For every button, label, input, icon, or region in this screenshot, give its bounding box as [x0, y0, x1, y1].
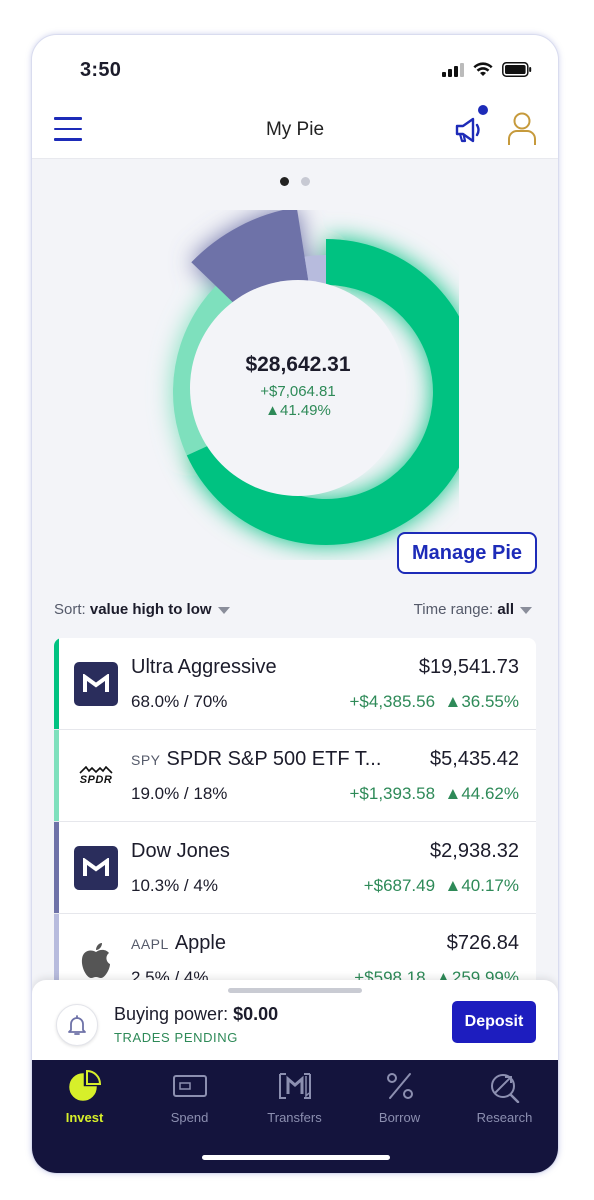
- tab-invest[interactable]: Invest: [32, 1068, 137, 1125]
- chevron-down-icon: [520, 606, 532, 614]
- phone-frame: 3:50 My Pie: [31, 34, 559, 1174]
- holding-ticker: AAPL: [131, 936, 169, 952]
- holding-name: SPY SPDR S&P 500 ETF T...: [131, 748, 382, 770]
- time-range-label: Time range:: [413, 601, 494, 618]
- percent-icon: [380, 1068, 420, 1104]
- sort-label: Sort:: [54, 601, 86, 618]
- time-range-dropdown[interactable]: Time range: all: [414, 601, 532, 618]
- page-indicator[interactable]: [32, 177, 558, 186]
- buying-power-label: Buying power: $0.00: [114, 1004, 279, 1024]
- bottom-tab-bar: Invest Spend Transfers: [32, 1060, 558, 1173]
- app-header: My Pie: [32, 105, 558, 159]
- holding-name: AAPL Apple: [131, 932, 226, 954]
- battery-icon: [502, 62, 532, 77]
- pie-chart-icon: [65, 1068, 105, 1104]
- slice-color-bar: [54, 730, 59, 821]
- drag-handle[interactable]: [228, 988, 362, 993]
- tab-label: Research: [476, 1110, 533, 1125]
- portfolio-total-gain: +$7,064.81: [260, 383, 336, 400]
- page-dot[interactable]: [301, 177, 310, 186]
- holding-change: +$4,385.56 ▲36.55%: [349, 692, 520, 711]
- research-icon: [485, 1068, 525, 1104]
- holding-row[interactable]: Ultra Aggressive 68.0% / 70% $19,541.73 …: [54, 638, 536, 730]
- time-range-value: all: [497, 601, 514, 618]
- spdr-logo-text: SPDR: [79, 774, 113, 786]
- pie-center-summary: $28,642.31 +$7,064.81 ▲41.49%: [190, 280, 406, 496]
- holding-ticker: SPY: [131, 752, 161, 768]
- holding-change: +$1,393.58 ▲44.62%: [349, 784, 520, 803]
- holding-row[interactable]: SPDR SPY SPDR S&P 500 ETF T... 19.0% / 18…: [54, 730, 536, 822]
- megaphone-icon[interactable]: [452, 113, 486, 147]
- page-title: My Pie: [265, 119, 325, 140]
- holding-value: $19,541.73: [418, 656, 519, 678]
- deposit-button[interactable]: Deposit: [452, 1001, 536, 1043]
- holding-value: $2,938.32: [430, 840, 519, 862]
- card-icon: [170, 1068, 210, 1104]
- notification-dot: [478, 105, 488, 115]
- pie-slice[interactable]: [304, 255, 326, 287]
- holding-allocation: 19.0% / 18%: [131, 784, 228, 803]
- holding-row[interactable]: Dow Jones 10.3% / 4% $2,938.32 +$687.49 …: [54, 822, 536, 914]
- holdings-list: Ultra Aggressive 68.0% / 70% $19,541.73 …: [54, 638, 536, 1006]
- tab-borrow[interactable]: Borrow: [347, 1068, 452, 1125]
- sort-value: value high to low: [89, 601, 212, 618]
- slice-color-bar: [54, 638, 59, 729]
- status-bar: 3:50: [32, 35, 558, 109]
- holding-row[interactable]: AAPL Apple 2.5% / 4% $726.84 +$598.18 ▲25…: [54, 914, 536, 1006]
- holding-allocation: 68.0% / 70%: [131, 692, 228, 711]
- sort-dropdown[interactable]: Sort: value high to low: [54, 601, 230, 618]
- holding-name: Dow Jones: [131, 840, 230, 862]
- wifi-icon: [473, 62, 493, 76]
- holding-value: $726.84: [446, 932, 519, 954]
- tab-label: Transfers: [267, 1110, 322, 1125]
- slice-color-bar: [54, 914, 59, 1005]
- status-icons: [442, 62, 532, 77]
- buying-power-amount: $0.00: [233, 1004, 279, 1024]
- tab-label: Spend: [170, 1110, 209, 1125]
- manage-pie-button[interactable]: Manage Pie: [397, 532, 537, 574]
- m1-logo-icon: [74, 662, 118, 706]
- profile-icon[interactable]: [506, 111, 538, 147]
- signal-icon: [442, 62, 464, 77]
- buying-power-panel[interactable]: Buying power: $0.00 TRADES PENDING Depos…: [32, 980, 558, 1060]
- holding-change: +$687.49 ▲40.17%: [363, 876, 519, 895]
- chevron-down-icon: [217, 606, 230, 614]
- page-dot-active[interactable]: [280, 177, 289, 186]
- trades-pending-status: TRADES PENDING: [114, 1030, 238, 1045]
- m1-logo-icon: [74, 846, 118, 890]
- menu-icon[interactable]: [54, 117, 82, 143]
- holding-allocation: 10.3% / 4%: [131, 876, 218, 895]
- tab-label: Invest: [65, 1110, 104, 1125]
- holding-value: $5,435.42: [430, 748, 519, 770]
- apple-logo-icon: [74, 938, 118, 982]
- bell-icon[interactable]: [56, 1004, 98, 1046]
- status-time: 3:50: [80, 59, 122, 81]
- tab-research[interactable]: Research: [452, 1068, 557, 1125]
- tab-transfers[interactable]: Transfers: [242, 1068, 347, 1125]
- portfolio-total-value: $28,642.31: [245, 353, 351, 376]
- spdr-logo-icon: SPDR: [74, 754, 118, 798]
- home-indicator: [202, 1155, 390, 1160]
- holding-name: Ultra Aggressive: [131, 656, 277, 678]
- portfolio-gain-percent: ▲41.49%: [265, 402, 331, 419]
- transfer-icon: [275, 1068, 315, 1104]
- tab-label: Borrow: [378, 1110, 421, 1125]
- tab-spend[interactable]: Spend: [137, 1068, 242, 1125]
- slice-color-bar: [54, 822, 59, 913]
